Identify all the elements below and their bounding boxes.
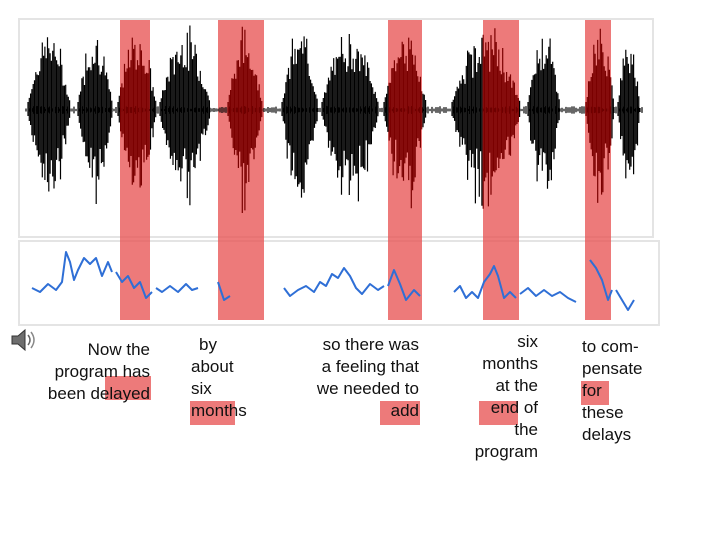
- caption-line: add: [390, 401, 419, 420]
- caption-line: for: [582, 381, 602, 400]
- stressed-word-highlight: [581, 381, 609, 405]
- pitch-contour: [31, 251, 635, 311]
- pitch-segment: [615, 289, 635, 311]
- caption-line: to com-: [582, 337, 639, 356]
- caption-line: six: [191, 379, 212, 398]
- stressed-word-highlight: [479, 401, 518, 425]
- pitch-segment: [115, 271, 153, 299]
- waveform-trace: [25, 25, 643, 206]
- caption-line: the: [514, 420, 538, 439]
- pitch-segment: [283, 267, 385, 297]
- waveform-trace-highlighted: [120, 26, 612, 213]
- stressed-word-highlight: [380, 401, 420, 425]
- pitch-segment: [387, 269, 421, 301]
- caption-phrase-5: to com- pensate for these delays: [582, 336, 643, 446]
- pitch-segment: [155, 283, 199, 293]
- caption-line: been delayed: [47, 384, 150, 403]
- pitch-segment: [519, 287, 577, 303]
- caption-line: these: [582, 403, 624, 422]
- caption-line: delays: [582, 425, 632, 444]
- waveform: [25, 25, 643, 213]
- caption-phrase-4: six months at the end of the program: [475, 331, 538, 463]
- caption-line: so there was: [322, 335, 419, 354]
- caption-line: pensate: [582, 359, 643, 378]
- caption-line: program: [474, 442, 538, 461]
- pitch-segment: [453, 265, 517, 299]
- pitch-segment: [217, 281, 231, 301]
- caption-line: Now the: [87, 340, 150, 359]
- caption-line: about: [191, 357, 234, 376]
- stressed-word-highlight: [105, 376, 151, 400]
- caption-line: a feeling that: [321, 357, 419, 376]
- caption-line: six: [517, 332, 538, 351]
- caption-line: at the: [495, 376, 538, 395]
- caption-phrase-2: by about six months: [191, 334, 247, 422]
- caption-line: by: [199, 335, 217, 354]
- caption-line: end of: [490, 398, 538, 417]
- caption-line: months: [482, 354, 538, 373]
- pitch-segment: [589, 259, 613, 301]
- caption-phrase-3: so there was a feeling that we needed to…: [317, 334, 419, 422]
- caption-line: we needed to: [316, 379, 419, 398]
- speaker-icon[interactable]: [8, 326, 38, 354]
- caption-line: months: [191, 401, 247, 420]
- caption-line: program has: [54, 362, 150, 381]
- caption-phrase-1: Now the program has been delayed: [48, 339, 150, 405]
- stressed-word-highlight: [190, 401, 235, 425]
- pitch-segment: [31, 251, 113, 293]
